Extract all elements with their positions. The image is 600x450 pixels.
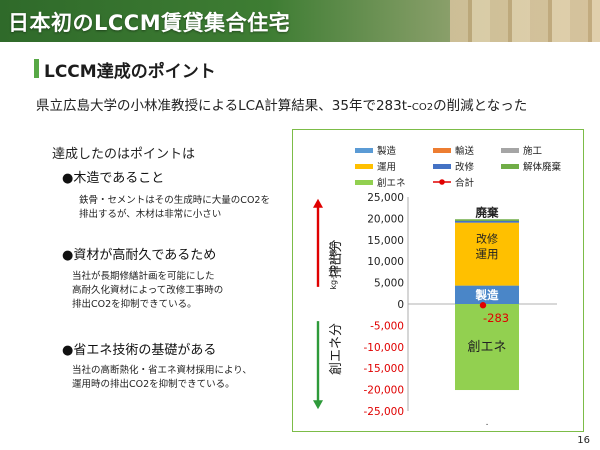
page-number: 16 <box>577 435 590 446</box>
header-wood-image <box>450 0 600 42</box>
point-body-line: 排出CO2を抑制できている。 <box>72 299 197 310</box>
point-body-line: 鉄骨・セメントはその生成時に大量のCO2を <box>79 195 270 206</box>
point-body-line: 排出するが、木材は非常に小さい <box>79 209 222 220</box>
y-tick-label: 5,000 <box>374 278 404 290</box>
chart-frame: 製造 輸送 施工 運用 改修 解体廃棄 創エネ 合計 25,000 20,000 15,000 10,… <box>292 129 584 432</box>
legend-swatch <box>501 148 519 153</box>
bar-label: 改修 <box>476 231 498 245</box>
bar-label: 製造 <box>475 288 499 302</box>
lead-main: 県立広島大学の小林准教授によるLCA計算結果、35年で283t- <box>36 98 412 114</box>
point-body-1: 鉄骨・セメントはその生成時に大量のCO2を 排出するが、木材は非常に小さい <box>79 194 270 222</box>
point-title-3: ●省エネ技術の基礎がある <box>62 343 217 358</box>
emission-arrow-head <box>313 198 323 208</box>
y-tick-label: 20,000 <box>367 213 404 225</box>
lead-tail: の削減となった <box>433 98 528 114</box>
total-marker <box>479 302 487 309</box>
bar-segment <box>455 220 519 223</box>
legend-swatch <box>355 164 373 169</box>
point-title-2: ●資材が高耐久であるため <box>62 248 217 263</box>
legend-label: 改修 <box>455 161 475 173</box>
generation-side-label: 創エネ分 <box>329 323 344 375</box>
point-body-2: 当社が長期修繕計画を可能にした 高耐久化資材によって改修工事時の 排出CO2を抑… <box>72 270 223 312</box>
lead-text: 県立広島大学の小林准教授によるLCA計算結果、35年で283t-CO2の削減とな… <box>36 94 527 114</box>
y-tick-label: -15,000 <box>363 363 404 375</box>
bar-segment <box>455 304 519 391</box>
point-body-line: 運用時の排出CO2を抑制できている。 <box>72 379 235 390</box>
y-tick-label: -10,000 <box>363 342 404 354</box>
y-tick-label: -5,000 <box>370 320 404 332</box>
legend-label: 運用 <box>377 162 396 173</box>
legend-label: 施工 <box>523 145 543 157</box>
legend-swatch <box>501 164 519 169</box>
y-tick-label: -20,000 <box>363 385 404 397</box>
points-heading: 達成したのはポイントは <box>52 147 196 162</box>
bar-segment <box>455 219 519 221</box>
legend-label: 創エネ <box>377 177 406 189</box>
emission-side-label: 排出分 <box>329 240 344 279</box>
legend-swatch <box>433 148 451 153</box>
point-title-1: ●木造であること <box>62 171 165 186</box>
bar-segment <box>455 285 519 304</box>
point-body-line: 高耐久化資材によって改修工事時の <box>72 285 224 296</box>
bar-segment <box>455 222 519 286</box>
legend-label: 解体廃棄 <box>523 161 562 173</box>
legend-swatch <box>355 148 373 153</box>
x-tick-label: . <box>486 418 489 428</box>
y-tick-label: 15,000 <box>367 235 404 247</box>
section-accent-bar <box>34 59 39 78</box>
legend-label: 輸送 <box>455 145 475 157</box>
y-tick-label: 10,000 <box>367 256 404 268</box>
section-title: LCCM達成のポイント <box>44 62 216 82</box>
page-title: 日本初のLCCM賃貸集合住宅 <box>8 11 291 35</box>
y-tick-label: 0 <box>397 299 404 311</box>
legend-swatch <box>355 180 373 185</box>
point-body-line: 当社の高断熱化・省エネ資材採用により、 <box>72 365 252 376</box>
point-body-line: 当社が長期修繕計画を可能にした <box>72 271 215 282</box>
legend-swatch <box>433 164 451 169</box>
bar-label: 廃棄 <box>476 205 499 219</box>
legend-label: 製造 <box>377 145 397 157</box>
header-banner: 日本初のLCCM賃貸集合住宅 <box>0 0 600 42</box>
legend-label: 合計 <box>455 177 475 189</box>
total-value-label: -283 <box>483 311 509 325</box>
point-body-3: 当社の高断熱化・省エネ資材採用により、 運用時の排出CO2を抑制できている。 <box>72 364 252 392</box>
y-tick-label: 25,000 <box>367 192 404 204</box>
y-axis-label: kg-CO2/棟年 <box>328 241 338 289</box>
y-tick-label: -25,000 <box>363 406 404 418</box>
lead-sub: CO2 <box>411 102 434 113</box>
bar-label: 創エネ <box>467 340 506 355</box>
generation-arrow-head <box>313 400 323 410</box>
legend-swatch-total-marker <box>439 179 445 185</box>
bar-label: 運用 <box>476 247 499 261</box>
